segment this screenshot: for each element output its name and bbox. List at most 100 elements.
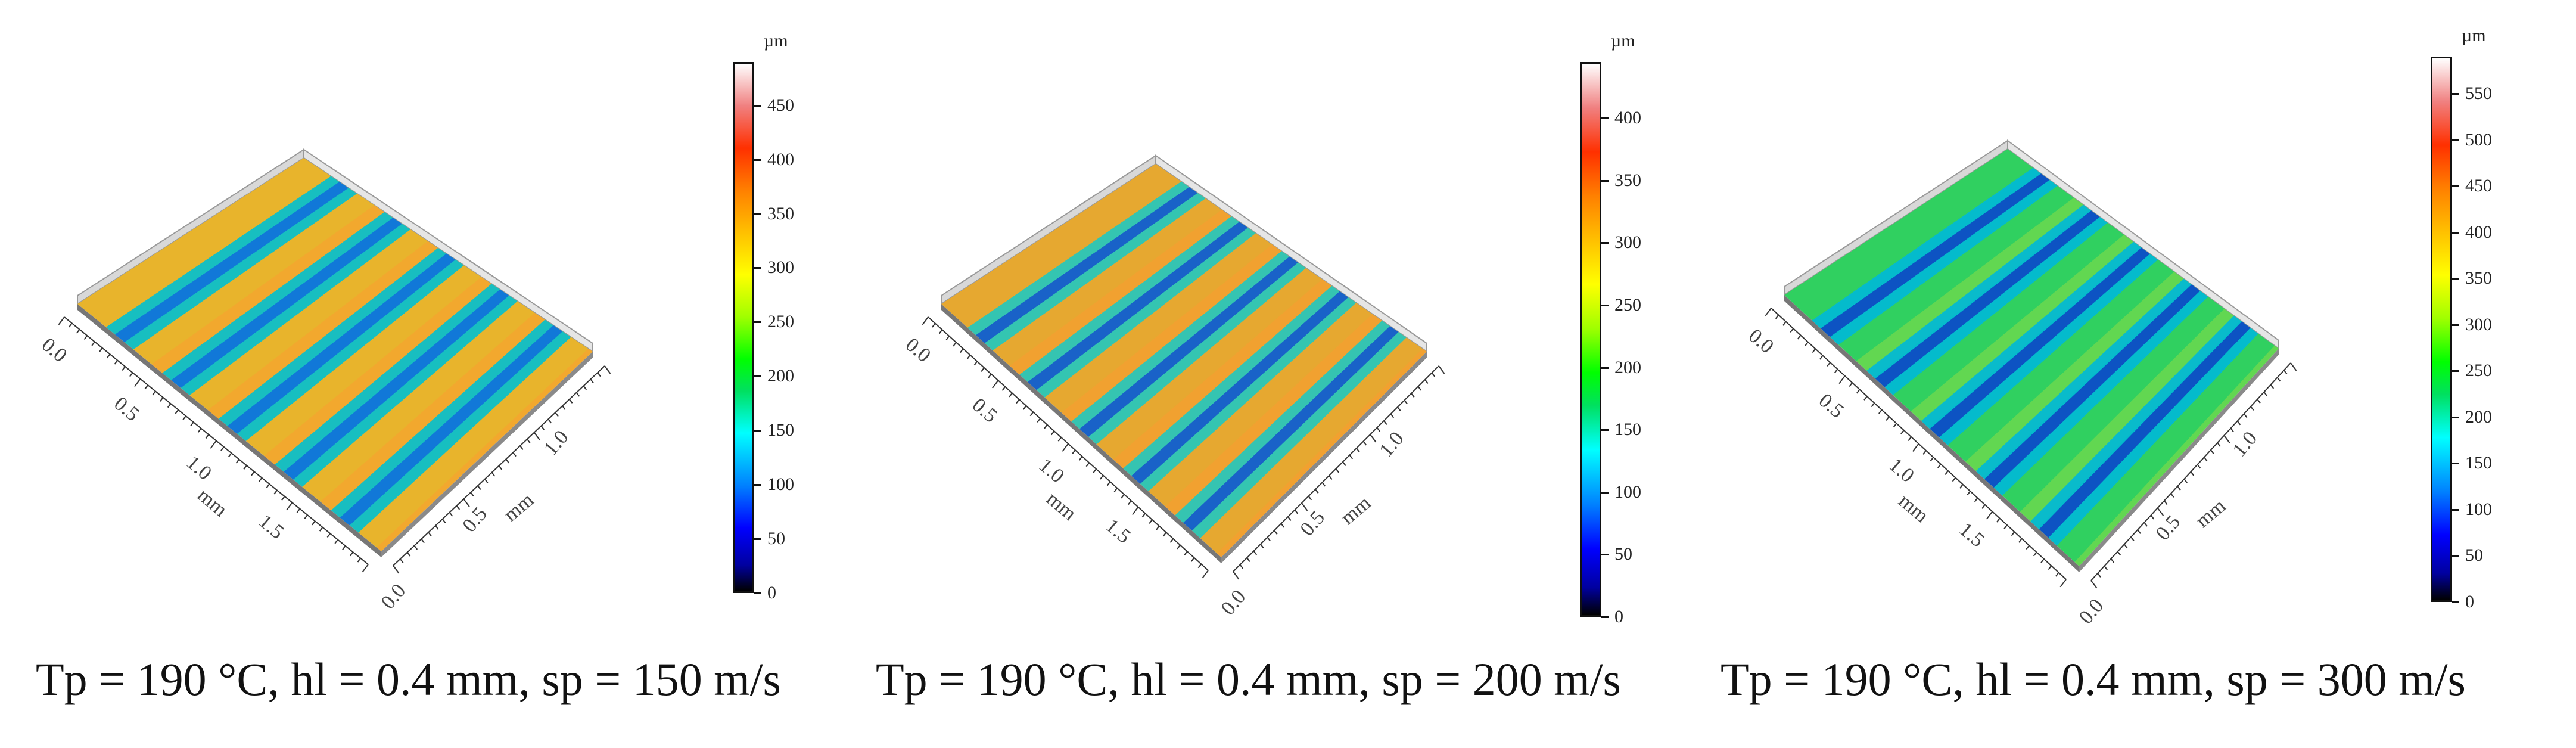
colorbar-tickmark: [754, 104, 761, 107]
colorbar-tickmark: [1601, 179, 1609, 182]
y-tick-label: 0.0: [2075, 595, 2108, 628]
panel-1: 0.0 0.5 1.0 1.5 mm 0.0 0.5 1.0 mm µm 450 400 350 300…: [0, 0, 858, 748]
y-tick-label: 0.5: [2152, 511, 2185, 544]
colorbar-tick-label: 350: [1614, 170, 1641, 190]
ridge: [1965, 271, 2191, 478]
y-tick-label: 0.5: [458, 503, 491, 536]
groove-bottom: [284, 289, 509, 480]
colorbar-tickmark: [754, 592, 761, 594]
colorbar-tick-label: 400: [1614, 108, 1641, 128]
ridge: [1061, 244, 1289, 428]
colorbar-tickmark: [2452, 416, 2459, 418]
colorbar-tickmark: [2452, 555, 2459, 557]
ridge: [151, 205, 392, 380]
height-map: [1784, 149, 2279, 566]
colorbar-tickmark: [1601, 367, 1609, 369]
colorbar-tickmark: [754, 321, 761, 324]
colorbar-tickmark: [1601, 616, 1609, 618]
colorbar-tick-label: 100: [1614, 482, 1641, 502]
colorbar-tick-label: 250: [767, 312, 794, 332]
colorbar-tick-label: 300: [767, 257, 794, 278]
colorbar-tickmark: [1601, 117, 1609, 120]
groove-bottom: [2039, 321, 2251, 538]
x-axis-unit: mm: [1042, 488, 1080, 524]
colorbar-tickmark: [1601, 554, 1609, 556]
colorbar-tick-label: 400: [767, 149, 794, 169]
x-tick-label: 0.5: [110, 393, 143, 426]
colorbar-tick-label: 300: [1614, 232, 1641, 253]
ridge: [2020, 308, 2241, 529]
colorbar-tickmark: [1601, 491, 1609, 494]
groove-bottom: [1820, 173, 2050, 337]
x-tick-label: 1.0: [182, 451, 216, 485]
colorbar-tick-label: 550: [2465, 83, 2492, 104]
panel-3: 0.0 0.5 1.0 1.5 mm 0.0 0.5 1.0 mm µm 550 500 450 400…: [1716, 0, 2576, 748]
colorbar-tick-label: 500: [2465, 129, 2492, 150]
colorbar-tick-label: 0: [767, 583, 776, 603]
colorbar-tick-label: 350: [2465, 268, 2492, 288]
colorbar-tickmark: [2452, 601, 2459, 603]
colorbar-tick-label: 150: [767, 420, 794, 440]
colorbar-unit: µm: [1611, 31, 1635, 51]
colorbar-tickmark: [2452, 231, 2459, 234]
x-axis-unit: mm: [193, 484, 231, 521]
x-tick-label: 0.5: [968, 394, 1001, 427]
ridge: [1911, 234, 2141, 428]
ridge: [1165, 314, 1389, 522]
x-tick-label: 1.5: [1955, 519, 1988, 552]
colorbar-unit: µm: [764, 31, 788, 51]
colorbar-tickmark: [2452, 278, 2459, 280]
colorbar-tick-label: 200: [2465, 406, 2492, 427]
groove-bottom: [1875, 210, 2100, 387]
colorbar-tickmark: [2452, 463, 2459, 465]
x-tick-label: 1.0: [1035, 454, 1068, 488]
colorbar-tickmark: [754, 538, 761, 541]
colorbar-tickmark: [754, 159, 761, 161]
colorbar-tick-label: 400: [2465, 222, 2492, 242]
colorbar-tick-label: 250: [1614, 294, 1641, 315]
x-tick-label: 1.0: [1885, 454, 1918, 487]
colorbar-tick-label: 350: [767, 203, 794, 224]
colorbar-tick-label: 0: [1614, 607, 1623, 626]
x-tick-label: 0.5: [1815, 389, 1848, 423]
y-tick-label: 0.5: [1296, 507, 1329, 540]
x-tick-label: 0.0: [901, 334, 935, 367]
colorbar-tickmark: [1601, 304, 1609, 306]
caption-2: Tp = 190 °C, hl = 0.4 mm, sp = 200 m/s: [876, 653, 1621, 705]
groove-bottom: [114, 182, 349, 343]
panel-2: 0.0 0.5 1.0 1.5 mm 0.0 0.5 1.0 mm µm 400 350 300 250…: [858, 0, 1716, 748]
y-tick-label: 1.0: [1375, 427, 1408, 461]
colorbar-tickmark: [2452, 139, 2459, 141]
groove-bottom: [1131, 291, 1349, 484]
colorbar-tick-label: 100: [2465, 499, 2492, 519]
groove-bottom: [1930, 247, 2150, 437]
ridge: [264, 277, 499, 471]
height-map: [77, 158, 593, 551]
x-tick-label: 1.5: [1102, 514, 1135, 548]
groove-bottom: [1027, 222, 1248, 390]
colorbar-tickmark: [754, 430, 761, 432]
colorbar-tickmark: [754, 213, 761, 215]
colorbar-tick-label: 250: [2465, 361, 2492, 381]
x-tick-label: 0.0: [38, 334, 71, 367]
y-tick-label: 0.0: [377, 580, 410, 613]
caption-1: Tp = 190 °C, hl = 0.4 mm, sp = 150 m/s: [36, 653, 781, 705]
colorbar-tick-label: 50: [767, 529, 785, 549]
ridge: [320, 312, 552, 517]
colorbar-tickmark: [2452, 185, 2459, 188]
groove-bottom: [340, 325, 563, 526]
colorbar-tickmark: [2452, 324, 2459, 326]
x-tick-label: 0.0: [1744, 325, 1778, 358]
colorbar-tick-label: 50: [1614, 544, 1632, 564]
colorbar-tick-label: 300: [2465, 314, 2492, 334]
groove-bottom: [171, 218, 402, 389]
groove-bottom: [1984, 284, 2201, 488]
y-tick-label: 1.0: [2228, 427, 2261, 461]
y-axis-unit: mm: [500, 489, 538, 526]
colorbar-tickmark: [754, 267, 761, 269]
y-axis-unit: mm: [2192, 495, 2230, 532]
colorbar-tick-label: 450: [2465, 176, 2492, 196]
colorbar-tickmark: [754, 375, 761, 378]
